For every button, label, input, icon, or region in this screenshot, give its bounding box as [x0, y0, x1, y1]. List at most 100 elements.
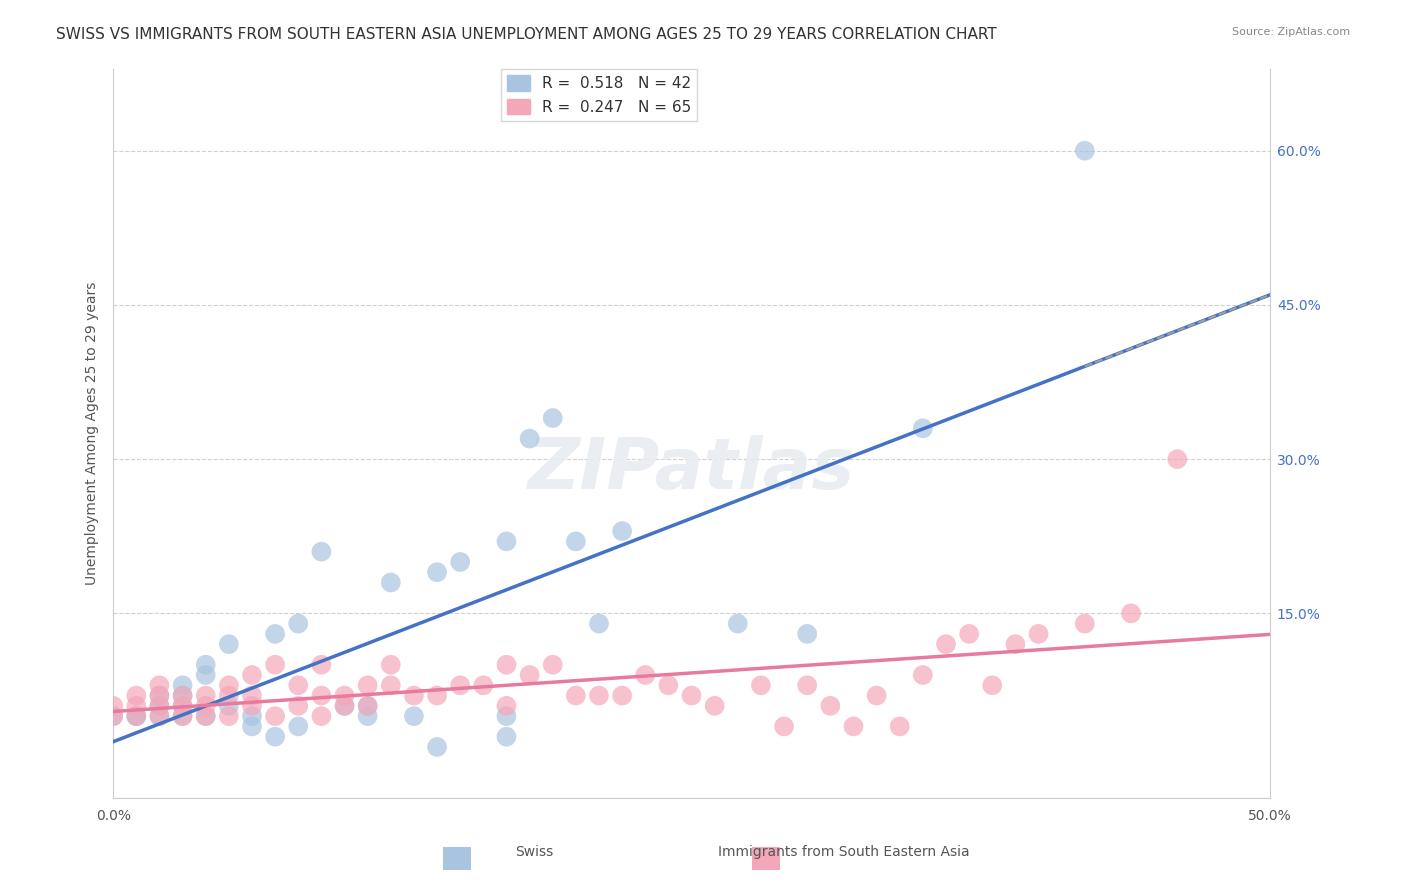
Point [519, 432, 541, 446]
Point [194, 689, 217, 703]
Point [911, 668, 934, 682]
Point [148, 698, 170, 713]
Point [541, 411, 564, 425]
Point [380, 678, 402, 692]
Point [1119, 607, 1142, 621]
Point [172, 698, 194, 713]
Point [610, 524, 633, 538]
Point [356, 698, 378, 713]
Point [264, 627, 287, 641]
Point [148, 689, 170, 703]
Point [634, 668, 657, 682]
Point [749, 678, 772, 692]
Point [172, 689, 194, 703]
Point [287, 698, 309, 713]
Point [287, 719, 309, 733]
Point [194, 709, 217, 723]
Point [981, 678, 1004, 692]
Point [333, 689, 356, 703]
Point [148, 689, 170, 703]
Point [240, 698, 263, 713]
Text: Source: ZipAtlas.com: Source: ZipAtlas.com [1232, 27, 1350, 37]
Point [194, 698, 217, 713]
Point [103, 698, 125, 713]
Point [264, 709, 287, 723]
Point [449, 678, 471, 692]
Point [125, 698, 148, 713]
Point [311, 689, 333, 703]
Point [218, 689, 240, 703]
Point [287, 678, 309, 692]
Point [218, 637, 240, 651]
Point [935, 637, 957, 651]
Point [218, 678, 240, 692]
Point [402, 689, 425, 703]
Point [148, 709, 170, 723]
Point [264, 730, 287, 744]
Point [495, 657, 517, 672]
Text: Immigrants from South Eastern Asia: Immigrants from South Eastern Asia [718, 846, 969, 859]
Point [125, 709, 148, 723]
Point [957, 627, 980, 641]
Point [495, 534, 517, 549]
Point [796, 627, 818, 641]
Point [1004, 637, 1026, 651]
Text: ZIPatlas: ZIPatlas [527, 435, 855, 505]
Point [402, 709, 425, 723]
Point [657, 678, 679, 692]
Point [194, 709, 217, 723]
Point [1074, 616, 1097, 631]
Point [311, 709, 333, 723]
Point [125, 709, 148, 723]
Point [911, 421, 934, 435]
Point [610, 689, 633, 703]
Point [865, 689, 887, 703]
Point [495, 730, 517, 744]
Point [172, 698, 194, 713]
Point [264, 657, 287, 672]
Point [103, 709, 125, 723]
Point [495, 709, 517, 723]
Point [311, 657, 333, 672]
Point [172, 709, 194, 723]
Point [773, 719, 796, 733]
Point [240, 709, 263, 723]
Point [1166, 452, 1188, 467]
Legend: R =  0.518   N = 42, R =  0.247   N = 65: R = 0.518 N = 42, R = 0.247 N = 65 [501, 69, 697, 120]
Point [356, 709, 378, 723]
Point [148, 678, 170, 692]
Point [333, 698, 356, 713]
Point [426, 739, 449, 754]
Point [103, 709, 125, 723]
Point [240, 689, 263, 703]
Point [426, 566, 449, 580]
Point [172, 709, 194, 723]
Point [1074, 144, 1097, 158]
Point [240, 719, 263, 733]
Point [125, 689, 148, 703]
Point [356, 678, 378, 692]
Point [565, 689, 588, 703]
Point [148, 709, 170, 723]
Point [842, 719, 865, 733]
Point [541, 657, 564, 672]
Point [1028, 627, 1050, 641]
Point [172, 678, 194, 692]
Point [287, 616, 309, 631]
Point [889, 719, 911, 733]
Point [727, 616, 749, 631]
Point [796, 678, 818, 692]
Y-axis label: Unemployment Among Ages 25 to 29 years: Unemployment Among Ages 25 to 29 years [86, 282, 100, 585]
Point [820, 698, 842, 713]
Point [194, 668, 217, 682]
Point [681, 689, 703, 703]
Point [472, 678, 495, 692]
Text: SWISS VS IMMIGRANTS FROM SOUTH EASTERN ASIA UNEMPLOYMENT AMONG AGES 25 TO 29 YEA: SWISS VS IMMIGRANTS FROM SOUTH EASTERN A… [56, 27, 997, 42]
Point [380, 657, 402, 672]
Point [426, 689, 449, 703]
Point [565, 534, 588, 549]
Point [194, 657, 217, 672]
Point [311, 544, 333, 558]
Point [703, 698, 725, 713]
Point [519, 668, 541, 682]
